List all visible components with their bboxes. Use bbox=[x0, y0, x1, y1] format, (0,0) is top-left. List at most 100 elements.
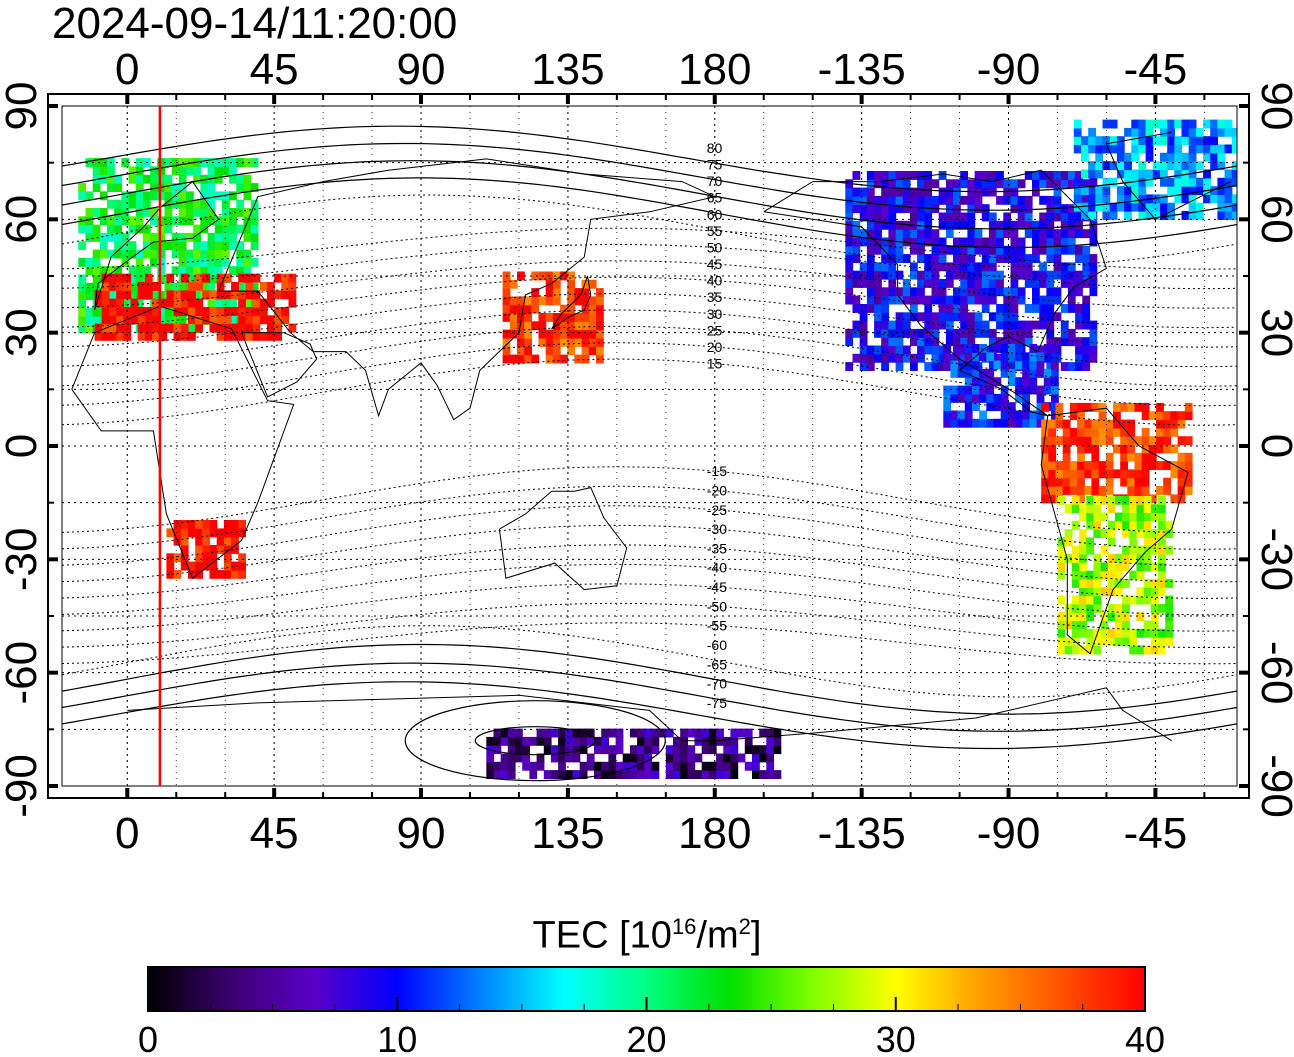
tec-cell bbox=[953, 295, 961, 305]
tec-cell bbox=[214, 224, 223, 234]
tec-cell bbox=[945, 262, 954, 272]
tec-cell bbox=[545, 354, 554, 364]
tec-cell bbox=[178, 249, 187, 259]
tec-cell bbox=[1210, 136, 1218, 146]
tec-cell bbox=[1158, 603, 1166, 613]
tec-cell bbox=[572, 770, 581, 779]
tec-cell bbox=[637, 770, 645, 779]
tec-cell bbox=[1165, 603, 1173, 613]
tec-cell bbox=[229, 174, 237, 184]
tec-cell bbox=[123, 290, 132, 300]
y-tick-label-right: -90 bbox=[1252, 754, 1294, 818]
tec-cell bbox=[644, 761, 653, 771]
dip-pole-contour bbox=[404, 700, 666, 782]
dip-contour bbox=[62, 505, 1237, 567]
tec-cell bbox=[957, 393, 966, 403]
tec-cell bbox=[852, 279, 861, 288]
tec-cell bbox=[917, 295, 925, 305]
tec-cell bbox=[1041, 419, 1049, 429]
tec-cell bbox=[1071, 504, 1080, 514]
tec-cell bbox=[895, 312, 904, 322]
tec-cell bbox=[1003, 179, 1012, 189]
tec-cell bbox=[1062, 469, 1071, 479]
tec-cell bbox=[1071, 645, 1080, 655]
tec-cell bbox=[1188, 194, 1197, 204]
x-tick-label-top: 90 bbox=[397, 45, 446, 94]
tec-cell bbox=[164, 241, 173, 251]
tec-cell bbox=[924, 212, 933, 222]
tec-cell bbox=[895, 229, 904, 239]
tec-cell bbox=[200, 199, 209, 209]
tec-cell bbox=[186, 257, 194, 267]
tec-cell bbox=[943, 410, 952, 420]
tec-cell bbox=[1057, 628, 1066, 638]
tec-cell bbox=[565, 753, 574, 763]
tec-cell bbox=[507, 745, 516, 755]
tec-cell bbox=[953, 179, 961, 189]
tec-cell bbox=[594, 761, 602, 771]
tec-cell bbox=[216, 536, 225, 546]
tec-cell bbox=[1024, 254, 1033, 263]
tec-cell bbox=[601, 736, 609, 746]
tec-cell bbox=[931, 270, 940, 280]
tec-cell bbox=[945, 304, 954, 313]
tec-cell bbox=[1039, 304, 1047, 313]
tec-cell bbox=[221, 257, 230, 267]
tec-cell bbox=[1098, 411, 1107, 421]
tec-cell bbox=[1141, 477, 1150, 487]
tec-cell bbox=[924, 254, 933, 263]
tec-cell bbox=[114, 249, 122, 259]
tec-cell bbox=[581, 321, 590, 331]
tec-cell bbox=[229, 224, 237, 234]
tec-cell bbox=[195, 536, 203, 546]
tec-cell bbox=[1107, 603, 1116, 613]
tec-cell bbox=[150, 208, 158, 217]
tec-cell bbox=[988, 245, 997, 255]
tec-cell bbox=[267, 290, 275, 300]
tec-cell bbox=[1041, 444, 1049, 454]
tec-cell bbox=[895, 245, 904, 255]
tec-cell bbox=[950, 385, 959, 395]
tec-cell bbox=[267, 315, 275, 325]
tec-cell bbox=[1032, 187, 1040, 197]
tec-cell bbox=[938, 195, 947, 205]
tec-cell bbox=[509, 296, 518, 306]
tec-cell bbox=[107, 166, 115, 176]
tec-cell bbox=[207, 299, 216, 309]
dip-label: -30 bbox=[707, 521, 727, 537]
tec-cell bbox=[1138, 119, 1147, 129]
tec-cell bbox=[1046, 270, 1055, 280]
tec-cell bbox=[608, 770, 617, 779]
tec-cell bbox=[1007, 418, 1016, 428]
tec-cell bbox=[1127, 486, 1136, 495]
tec-cell bbox=[1071, 495, 1080, 505]
tec-cell bbox=[888, 345, 897, 355]
tec-cell bbox=[1000, 385, 1009, 395]
tec-cell bbox=[910, 195, 918, 205]
tec-cell bbox=[1143, 595, 1152, 605]
tec-cell bbox=[1160, 202, 1168, 212]
tec-cell bbox=[560, 338, 568, 347]
tec-cell bbox=[888, 179, 897, 189]
tec-cell bbox=[979, 393, 987, 403]
tec-cell bbox=[78, 224, 87, 234]
tec-cell bbox=[888, 295, 897, 305]
tec-cell bbox=[1043, 368, 1052, 378]
tec-cell bbox=[164, 191, 173, 201]
tec-cell bbox=[1148, 452, 1157, 462]
tec-cell bbox=[996, 304, 1004, 313]
tec-cell bbox=[874, 295, 882, 305]
tec-cell bbox=[1010, 179, 1019, 189]
tec-cell bbox=[195, 307, 203, 316]
tec-cell bbox=[1079, 554, 1087, 563]
tec-cell bbox=[1039, 179, 1047, 189]
tec-cell bbox=[1079, 587, 1087, 597]
tec-cell bbox=[1091, 436, 1100, 446]
coastline bbox=[1155, 181, 1231, 220]
tec-cell bbox=[967, 312, 976, 322]
tec-cell bbox=[195, 282, 203, 291]
tec-cell bbox=[1032, 304, 1040, 313]
tec-cell bbox=[1089, 279, 1098, 288]
tec-cell bbox=[996, 237, 1004, 247]
tec-cell bbox=[202, 545, 211, 554]
